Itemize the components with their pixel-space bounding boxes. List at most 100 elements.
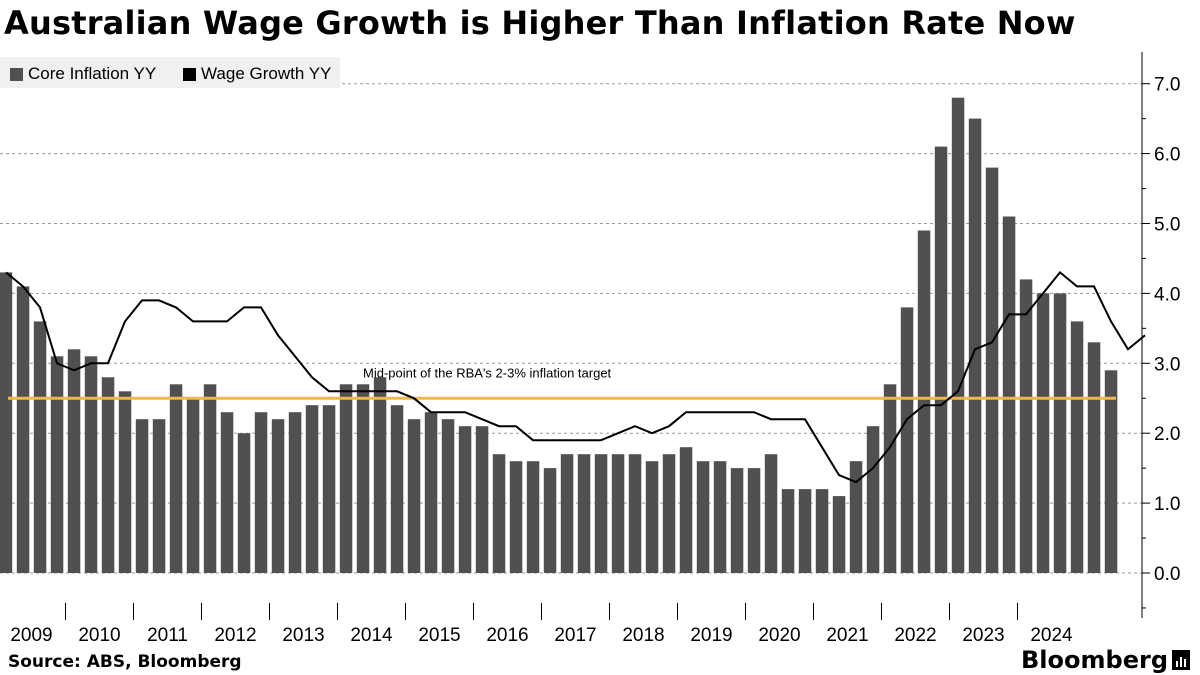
bar-core-inflation [866, 426, 880, 573]
bar-core-inflation [900, 307, 914, 573]
y-tick-label: 4.0 [1154, 284, 1180, 305]
rba-target-annotation: Mid-point of the RBA's 2-3% inflation ta… [363, 365, 612, 380]
brand-name: Bloomberg [1021, 646, 1168, 674]
bloomberg-mark-icon [1172, 650, 1190, 670]
legend-item-core-inflation: Core Inflation YY [10, 64, 156, 84]
bar-core-inflation [781, 489, 795, 573]
x-tick-label: 2011 [147, 625, 188, 646]
bar-core-inflation [543, 468, 557, 573]
bar-core-inflation [101, 377, 115, 573]
bar-core-inflation [220, 412, 234, 573]
bar-core-inflation [186, 398, 200, 574]
x-tick-label: 2024 [1030, 625, 1073, 646]
bar-core-inflation [33, 321, 47, 573]
y-tick-label: 2.0 [1154, 424, 1180, 445]
legend-swatch-line [183, 67, 196, 81]
bar-core-inflation [492, 454, 506, 573]
bar-core-inflation [815, 489, 829, 573]
bar-core-inflation [152, 419, 166, 573]
bar-core-inflation [339, 384, 353, 573]
bar-core-inflation [1053, 293, 1067, 573]
bar-series-core-inflation [0, 97, 1118, 574]
x-tick-label: 2023 [962, 625, 1004, 646]
bar-core-inflation [849, 461, 863, 573]
x-tick-label: 2014 [350, 625, 393, 646]
legend-label-wage-growth: Wage Growth YY [201, 64, 332, 83]
bar-core-inflation [475, 426, 489, 573]
bar-core-inflation [424, 412, 438, 573]
x-tick-label: 2018 [622, 625, 664, 646]
y-tick-label: 1.0 [1154, 494, 1180, 515]
source-note: Source: ABS, Bloomberg [8, 652, 242, 672]
bar-core-inflation [203, 384, 217, 573]
y-axis: 0.0 1.0 2.0 3.0 4.0 5.0 6.0 7.0 [1141, 52, 1180, 618]
bar-core-inflation [594, 454, 608, 573]
bar-core-inflation [832, 496, 846, 573]
bar-core-inflation [611, 454, 625, 573]
bar-core-inflation [968, 118, 982, 573]
bar-core-inflation [934, 146, 948, 573]
bar-core-inflation [254, 412, 268, 573]
bar-core-inflation [1070, 321, 1084, 573]
bar-core-inflation [50, 356, 64, 573]
x-tick-label: 2016 [486, 625, 528, 646]
bar-core-inflation [0, 272, 13, 573]
bar-core-inflation [628, 454, 642, 573]
line-series-wage-growth [5, 270, 1146, 484]
legend-swatch-bar [10, 67, 23, 81]
bar-core-inflation [67, 349, 81, 573]
y-tick-label: 7.0 [1154, 75, 1180, 96]
bar-core-inflation [1036, 293, 1050, 573]
legend-item-wage-growth: Wage Growth YY [183, 64, 331, 84]
bar-core-inflation [458, 426, 472, 573]
bar-core-inflation [883, 384, 897, 573]
x-tick-label: 2010 [78, 625, 120, 646]
x-tick-label: 2021 [826, 625, 868, 646]
bar-core-inflation [747, 468, 761, 573]
bar-core-inflation [662, 454, 676, 573]
bar-core-inflation [16, 286, 30, 573]
y-tick-label: 5.0 [1154, 215, 1180, 236]
bar-core-inflation [135, 419, 149, 573]
y-tick-label: 0.0 [1154, 564, 1180, 585]
bar-core-inflation [917, 230, 931, 573]
bloomberg-logo: Bloomberg [1021, 646, 1190, 674]
x-tick-label: 2012 [214, 625, 256, 646]
bar-core-inflation [526, 461, 540, 573]
bar-core-inflation [645, 461, 659, 573]
bar-core-inflation [764, 454, 778, 573]
y-tick-label: 3.0 [1154, 354, 1180, 375]
x-tick-label: 2022 [894, 625, 936, 646]
bar-core-inflation [1104, 370, 1118, 573]
bar-core-inflation [713, 461, 727, 573]
x-tick-label: 2013 [282, 625, 324, 646]
bar-core-inflation [1002, 216, 1016, 573]
bar-core-inflation [1019, 279, 1033, 573]
bar-core-inflation [560, 454, 574, 573]
bar-core-inflation [169, 384, 183, 573]
bar-core-inflation [798, 489, 812, 573]
bar-core-inflation [305, 405, 319, 573]
bar-core-inflation [985, 167, 999, 573]
legend-label-core-inflation: Core Inflation YY [28, 64, 157, 83]
bar-core-inflation [407, 419, 421, 573]
bar-core-inflation [679, 447, 693, 573]
x-tick-label: 2009 [10, 625, 52, 646]
bar-core-inflation [390, 405, 404, 573]
bar-core-inflation [577, 454, 591, 573]
bar-core-inflation [730, 468, 744, 573]
bar-core-inflation [237, 433, 251, 573]
bar-core-inflation [509, 461, 523, 573]
bar-core-inflation [1087, 342, 1101, 573]
x-tick-label: 2020 [758, 625, 800, 646]
bar-core-inflation [84, 356, 98, 573]
bar-core-inflation [373, 377, 387, 573]
bar-core-inflation [118, 391, 132, 573]
bar-core-inflation [322, 405, 336, 573]
x-tick-label: 2015 [418, 625, 460, 646]
bar-core-inflation [696, 461, 710, 573]
bar-core-inflation [951, 97, 965, 573]
x-tick-label: 2019 [690, 625, 732, 646]
x-tick-label: 2017 [554, 625, 596, 646]
